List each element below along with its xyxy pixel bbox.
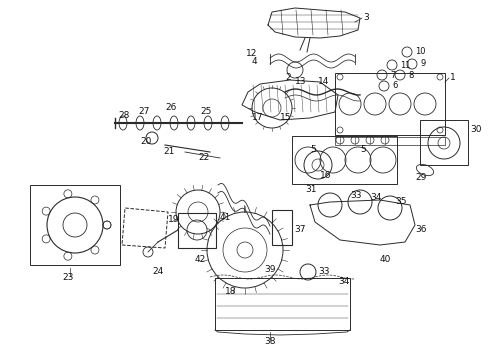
- Text: 19: 19: [168, 216, 179, 225]
- Text: 23: 23: [62, 274, 74, 283]
- Bar: [215, 278, 350, 330]
- Text: 40: 40: [380, 256, 392, 265]
- Text: 1: 1: [450, 73, 456, 82]
- Text: 34: 34: [338, 278, 349, 287]
- Text: 35: 35: [395, 198, 407, 207]
- Text: 14: 14: [318, 77, 329, 86]
- Text: 31: 31: [305, 185, 317, 194]
- Text: 18: 18: [225, 288, 237, 297]
- Text: 41: 41: [220, 212, 231, 221]
- Text: 13: 13: [295, 77, 307, 86]
- Text: 25: 25: [200, 108, 211, 117]
- Text: 2: 2: [285, 72, 291, 81]
- Text: 33: 33: [350, 190, 362, 199]
- Bar: [178, 213, 216, 248]
- Text: 21: 21: [163, 148, 174, 157]
- Text: 11: 11: [400, 60, 411, 69]
- Text: 17: 17: [252, 113, 264, 122]
- Text: 33: 33: [318, 267, 329, 276]
- Bar: [420, 120, 468, 165]
- Bar: [335, 137, 445, 145]
- Text: 20: 20: [140, 138, 151, 147]
- Text: 34: 34: [370, 194, 381, 202]
- Text: 39: 39: [264, 266, 276, 274]
- Text: 7: 7: [390, 71, 395, 80]
- Text: 24: 24: [152, 267, 163, 276]
- Bar: [272, 210, 292, 245]
- Text: 8: 8: [408, 71, 414, 80]
- Text: 27: 27: [138, 108, 149, 117]
- Bar: [292, 136, 397, 184]
- Text: 6: 6: [392, 81, 397, 90]
- Text: 4: 4: [252, 58, 258, 67]
- Text: 26: 26: [165, 104, 176, 112]
- Text: 30: 30: [470, 126, 482, 135]
- Text: 5: 5: [310, 145, 316, 154]
- Text: 16: 16: [320, 171, 332, 180]
- Bar: [30, 185, 120, 265]
- Text: 42: 42: [195, 256, 206, 265]
- Bar: [335, 73, 445, 135]
- Text: 38: 38: [264, 338, 276, 346]
- Text: 10: 10: [415, 48, 425, 57]
- Text: 22: 22: [198, 153, 209, 162]
- Text: 28: 28: [118, 112, 129, 121]
- Text: 36: 36: [415, 225, 426, 234]
- Text: 29: 29: [415, 172, 426, 181]
- Text: 12: 12: [246, 49, 257, 58]
- Text: 37: 37: [294, 225, 305, 234]
- Text: 9: 9: [420, 59, 425, 68]
- Text: 5: 5: [360, 145, 366, 154]
- Text: 15: 15: [280, 113, 292, 122]
- Text: 3: 3: [363, 13, 369, 22]
